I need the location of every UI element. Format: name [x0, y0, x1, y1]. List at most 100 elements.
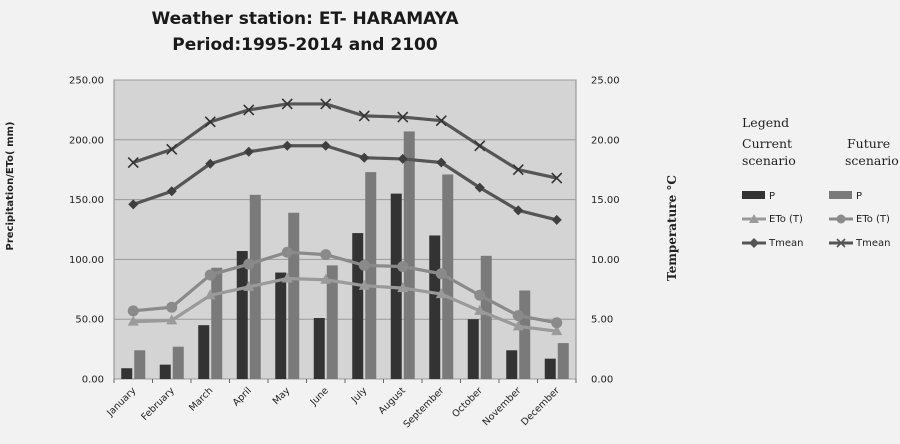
marker-eto-t-future — [551, 317, 563, 329]
x-tick-label: November — [481, 385, 524, 428]
marker-tmean-future — [204, 116, 216, 128]
legend-item-eto-future: ETo (T) — [856, 214, 890, 225]
marker-tmean-future — [512, 164, 524, 176]
marker-eto-t-current — [474, 304, 486, 315]
marker-tmean-future — [474, 140, 486, 152]
x-tick-label: March — [187, 385, 215, 413]
legend-future-label-2: scenario — [845, 153, 899, 168]
legend-marker-tmean-current — [749, 238, 759, 248]
plot-area — [113, 79, 577, 380]
bar-p-current — [275, 272, 287, 379]
y-left-tick-label: 250.00 — [69, 76, 104, 87]
marker-eto-t-future — [243, 258, 255, 270]
y-right-tick-label: 15.00 — [591, 195, 620, 206]
y-left-tick-label: 0.00 — [82, 375, 104, 386]
marker-eto-t-current — [435, 288, 447, 299]
marker-eto-t-current — [243, 280, 255, 291]
legend-item-p-future: P — [856, 191, 862, 202]
legend-marker-tmean-future — [836, 238, 846, 248]
y-left-tick-label: 50.00 — [75, 315, 104, 326]
marker-eto-t-future — [281, 246, 293, 258]
y-axis-left-label: Precipitation/ETo( mm) — [5, 121, 16, 250]
marker-tmean-future — [397, 111, 409, 123]
legend-item-tmean-current: Tmean — [768, 238, 803, 249]
marker-eto-t-future — [397, 261, 409, 273]
bar-p-current — [313, 318, 325, 379]
marker-eto-t-current — [551, 325, 563, 336]
legend-marker-eto-future — [836, 214, 846, 224]
marker-tmean-current — [397, 153, 408, 164]
x-tick-label: October — [450, 385, 485, 420]
line-tmean-current — [132, 144, 558, 222]
y-left-tick-label: 200.00 — [69, 135, 104, 146]
lines — [127, 98, 563, 336]
marker-eto-t-current — [204, 289, 216, 300]
bar-p-future — [288, 212, 300, 379]
legend-item-eto-current: ETo (T) — [769, 214, 803, 225]
bar-p-current — [198, 325, 210, 379]
marker-tmean-future — [243, 104, 255, 116]
line-eto-t-future — [133, 250, 558, 325]
y-right-tick-label: 10.00 — [591, 255, 620, 266]
y-right-tick-label: 0.00 — [591, 375, 613, 386]
marker-tmean-current — [282, 140, 293, 151]
x-tick-label: May — [271, 385, 293, 407]
marker-tmean-current — [551, 214, 562, 225]
bar-p-future — [557, 343, 569, 379]
marker-eto-t-future — [512, 310, 524, 322]
y-right-tick-label: 5.00 — [591, 315, 613, 326]
marker-tmean-current — [166, 186, 177, 197]
y-axis-right-label: Temperature °C — [665, 175, 679, 281]
bar-p-future — [326, 265, 338, 379]
marker-tmean-current — [436, 157, 447, 168]
marker-tmean-future — [551, 172, 563, 184]
bar-p-current — [506, 350, 518, 379]
y-right-tick-label: 20.00 — [591, 135, 620, 146]
legend-item-p-current: P — [769, 191, 775, 202]
chart-title-line1: Weather station: ET- HARAMAYA — [152, 9, 460, 29]
legend-future-label-1: Future — [847, 136, 890, 151]
x-tick-label: June — [308, 385, 331, 408]
marker-tmean-current — [359, 152, 370, 163]
legend-swatch-p-current — [742, 191, 765, 199]
marker-tmean-future — [435, 115, 447, 127]
legend-current-label-2: scenario — [742, 153, 796, 168]
marker-eto-t-future — [435, 268, 447, 280]
marker-eto-t-current — [320, 273, 332, 284]
legend: Legend Current scenario Future scenario … — [742, 115, 899, 249]
marker-eto-t-current — [127, 315, 139, 326]
marker-tmean-current — [243, 146, 254, 157]
bar-p-current — [352, 233, 364, 379]
marker-tmean-future — [166, 143, 178, 155]
marker-eto-t-current — [281, 272, 293, 283]
bar-p-current — [429, 235, 441, 379]
legend-title: Legend — [742, 115, 789, 130]
marker-tmean-current — [320, 140, 331, 151]
bar-p-future — [519, 290, 531, 379]
marker-tmean-current — [128, 199, 139, 210]
x-tick-label: December — [519, 385, 562, 428]
bar-p-future — [403, 131, 415, 379]
bar-p-current — [544, 358, 556, 379]
legend-item-tmean-future: Tmean — [855, 238, 890, 249]
marker-tmean-future — [358, 110, 370, 122]
marker-eto-t-future — [320, 249, 332, 261]
marker-eto-t-future — [127, 305, 139, 317]
x-tick-label: August — [377, 385, 408, 416]
bar-p-current — [159, 364, 171, 379]
x-tick-label: February — [139, 385, 177, 423]
bar-p-future — [134, 350, 146, 379]
marker-eto-t-future — [204, 269, 216, 281]
marker-eto-t-current — [166, 314, 178, 325]
bar-p-future — [365, 172, 377, 379]
bar-p-current — [236, 251, 248, 379]
marker-eto-t-current — [397, 282, 409, 293]
legend-current-label-1: Current — [742, 136, 792, 151]
y-left-tick-label: 150.00 — [69, 195, 104, 206]
bar-p-future — [211, 267, 223, 379]
chart-title-line2: Period:1995-2014 and 2100 — [172, 35, 438, 55]
marker-eto-t-current — [358, 279, 370, 290]
x-tick-label: July — [349, 385, 370, 406]
marker-tmean-future — [281, 98, 293, 110]
